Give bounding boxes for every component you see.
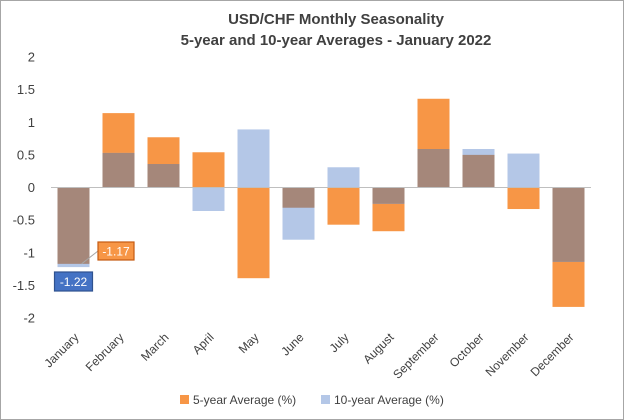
x-tick-label-september: September: [390, 330, 441, 381]
chart-subtitle: 5-year and 10-year Averages - January 20…: [181, 32, 492, 49]
bar-10yr-november: [507, 153, 540, 188]
bar-5yr-july: [327, 187, 360, 225]
legend-item-10yr-label: 10-year Average (%): [334, 393, 444, 407]
x-tick-label-december: December: [528, 330, 577, 379]
x-tick-label-july: July: [327, 330, 352, 355]
y-tick-label: 0: [28, 180, 35, 195]
y-axis-ticks: 2 1.5 1 0.5 0 -0.5 -1 -1.5 -2: [13, 50, 35, 326]
x-tick-label-november: November: [483, 330, 532, 379]
callout-label-5yr: -1.17: [102, 245, 130, 259]
bar-overlap-august: [372, 187, 405, 204]
y-tick-label: 2: [28, 50, 35, 65]
callout-box-5yr: [97, 241, 135, 261]
x-axis-ticks: January February March April May June July Augu…: [42, 330, 577, 382]
x-tick-label-october: October: [447, 330, 487, 370]
x-tick-label-june: June: [278, 330, 307, 359]
data-labels: -1.17 -1.22: [53, 241, 135, 292]
y-tick-label: -1.5: [13, 278, 35, 293]
bar-overlap-october: [462, 154, 495, 188]
x-tick-label-january: January: [42, 330, 82, 370]
legend: 5-year Average (%) 10-year Average (%): [180, 393, 444, 407]
callout-box-10yr: [53, 271, 94, 292]
bar-10yr-april: [192, 187, 225, 211]
bar-5yr-april: [192, 152, 225, 188]
x-tick-label-march: March: [138, 330, 171, 363]
bar-5yr-november: [507, 187, 540, 210]
bar-10yr-may: [237, 129, 270, 188]
bar-10yr-july: [327, 167, 360, 188]
legend-item-5yr-label: 5-year Average (%): [193, 393, 296, 407]
y-tick-label: 1: [28, 115, 35, 130]
y-tick-label: 1.5: [17, 82, 35, 97]
callout-leader-5yr: [81, 250, 99, 265]
bar-5yr-may: [237, 187, 270, 279]
legend-item-5yr-swatch: [180, 395, 189, 404]
bar-overlap-february: [102, 152, 135, 188]
bar-overlap-january: [57, 187, 90, 264]
callout-label-10yr: -1.22: [60, 275, 88, 289]
bars-group: [57, 98, 585, 307]
bar-overlap-march: [147, 164, 180, 188]
y-tick-label: -1: [23, 245, 35, 260]
y-tick-label: 0.5: [17, 147, 35, 162]
x-tick-label-may: May: [236, 330, 262, 356]
y-tick-label: -0.5: [13, 213, 35, 228]
bar-overlap-december: [552, 187, 585, 262]
x-tick-label-february: February: [83, 330, 127, 374]
x-tick-label-april: April: [190, 330, 217, 357]
x-tick-label-august: August: [360, 330, 397, 367]
y-tick-label: -2: [23, 311, 35, 326]
chart-title: USD/CHF Monthly Seasonality: [228, 11, 445, 28]
legend-item-10yr-swatch: [321, 395, 330, 404]
bar-overlap-june: [282, 187, 315, 208]
bar-overlap-september: [417, 149, 450, 188]
